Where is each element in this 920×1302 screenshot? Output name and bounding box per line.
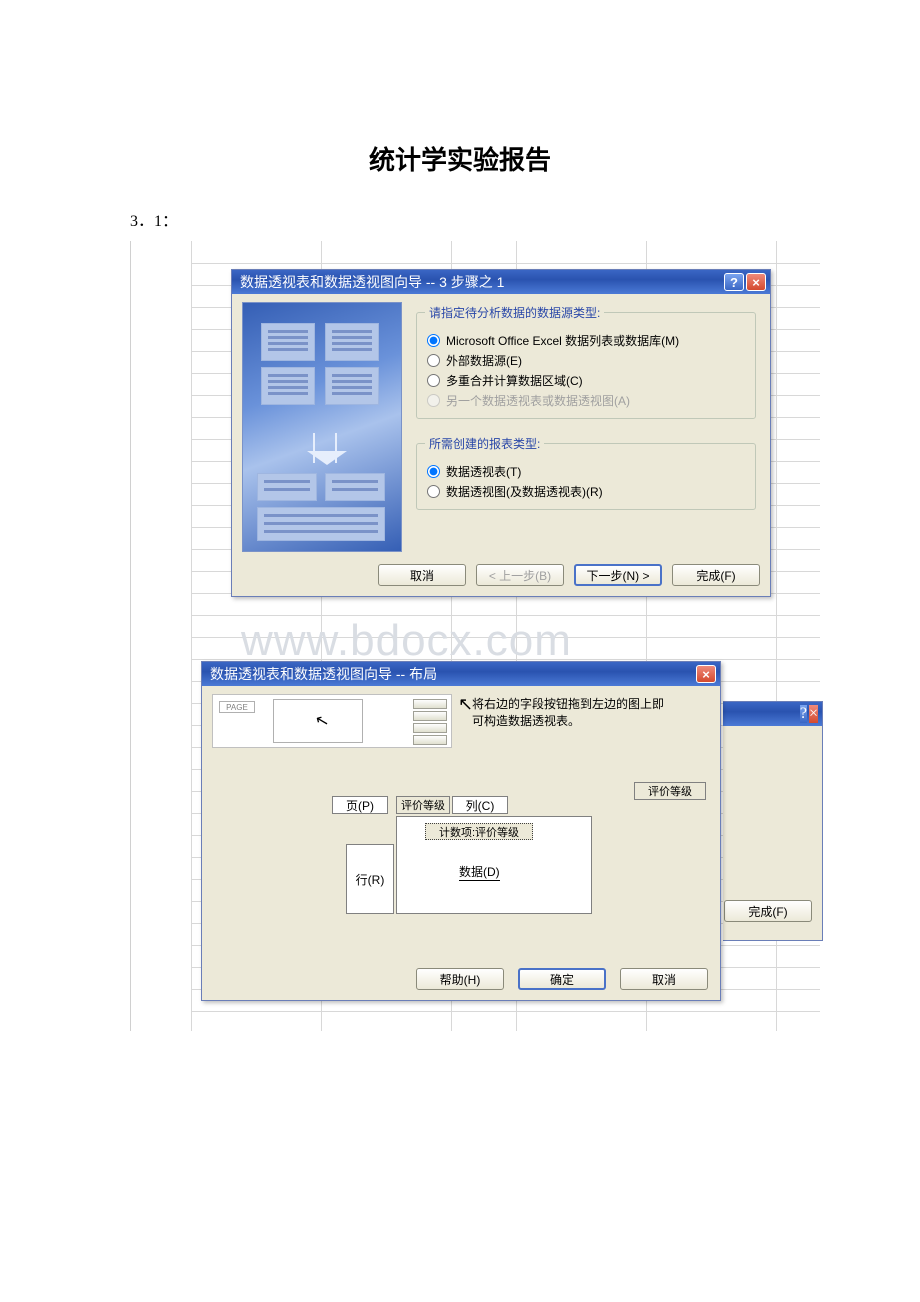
column-drop-label[interactable]: 列(C)	[452, 796, 508, 814]
radio-consolidation[interactable]: 多重合并计算数据区域(C)	[427, 372, 745, 389]
close-icon[interactable]: ×	[696, 665, 716, 683]
wizard-decorative-graphic	[242, 302, 402, 552]
wizard-button-row: 取消 < 上一步(B) 下一步(N) > 完成(F)	[232, 558, 770, 596]
pivot-wizard-layout-dialog: 数据透视表和数据透视图向导 -- 布局 × PAGE ↖ 将右边的字段按钮拖到左…	[201, 661, 721, 1001]
radio-label: 数据透视图(及数据透视表)(R)	[446, 483, 603, 500]
help-button[interactable]: 帮助(H)	[416, 968, 504, 990]
dialog-titlebar[interactable]: 数据透视表和数据透视图向导 -- 3 步骤之 1 ? ×	[232, 270, 770, 294]
help-icon[interactable]: ?	[724, 273, 744, 291]
back-button: < 上一步(B)	[476, 564, 564, 586]
pivot-wizard-step1-dialog: 数据透视表和数据透视图向导 -- 3 步骤之 1 ? ×	[231, 269, 771, 597]
section-label: 3．1：	[0, 207, 920, 231]
watermark-text: www.bdocx.com	[241, 616, 572, 666]
data-field-chip[interactable]: 计数项:评价等级	[425, 823, 533, 840]
radio-label: 多重合并计算数据区域(C)	[446, 372, 583, 389]
spreadsheet-area: 数据透视表和数据透视图向导 -- 3 步骤之 1 ? ×	[130, 241, 820, 1031]
group-legend: 所需创建的报表类型:	[425, 435, 544, 452]
radio-pivot-chart[interactable]: 数据透视图(及数据透视表)(R)	[427, 483, 745, 500]
row-drop-label[interactable]: 行(R)	[346, 844, 394, 914]
radio-label: Microsoft Office Excel 数据列表或数据库(M)	[446, 332, 679, 349]
radio-input[interactable]	[427, 354, 440, 367]
dialog-title: 数据透视表和数据透视图向导 -- 3 步骤之 1	[240, 272, 722, 292]
radio-input[interactable]	[427, 465, 440, 478]
background-dialog-partial: ? × 完成(F)	[723, 701, 823, 941]
radio-label: 数据透视表(T)	[446, 463, 521, 480]
radio-pivot-table[interactable]: 数据透视表(T)	[427, 463, 745, 480]
layout-drop-grid: 页(P) 评价等级 列(C) 行(R) 计数项:评价等级 数据(D)	[312, 796, 602, 926]
radio-input	[427, 394, 440, 407]
finish-button[interactable]: 完成(F)	[724, 900, 812, 922]
next-button[interactable]: 下一步(N) >	[574, 564, 662, 586]
mini-page: PAGE	[219, 701, 255, 713]
radio-label: 外部数据源(E)	[446, 352, 522, 369]
layout-button-row: 帮助(H) 确定 取消	[416, 968, 708, 990]
cursor-icon: ↖	[458, 694, 473, 715]
dialog-titlebar[interactable]: 数据透视表和数据透视图向导 -- 布局 ×	[202, 662, 720, 686]
radio-label: 另一个数据透视表或数据透视图(A)	[446, 392, 630, 409]
close-icon[interactable]: ×	[746, 273, 766, 291]
close-icon[interactable]: ×	[809, 705, 818, 723]
ok-button[interactable]: 确定	[518, 968, 606, 990]
group-legend: 请指定待分析数据的数据源类型:	[425, 304, 604, 321]
page-drop-label[interactable]: 页(P)	[332, 796, 388, 814]
layout-instruction: 将右边的字段按钮拖到左边的图上即可构造数据透视表。	[472, 696, 672, 730]
mini-fields	[413, 699, 447, 747]
radio-input[interactable]	[427, 334, 440, 347]
report-type-group: 所需创建的报表类型: 数据透视表(T) 数据透视图(及数据透视表)(R)	[416, 435, 756, 510]
data-drop-area[interactable]: 计数项:评价等级 数据(D)	[396, 816, 592, 914]
radio-input[interactable]	[427, 485, 440, 498]
help-icon[interactable]: ?	[800, 705, 807, 723]
radio-excel-list[interactable]: Microsoft Office Excel 数据列表或数据库(M)	[427, 332, 745, 349]
cancel-button[interactable]: 取消	[378, 564, 466, 586]
field-button-rating[interactable]: 评价等级	[634, 782, 706, 800]
data-drop-label: 数据(D)	[459, 863, 500, 881]
radio-another-pivot: 另一个数据透视表或数据透视图(A)	[427, 392, 745, 409]
radio-input[interactable]	[427, 374, 440, 387]
column-field-chip[interactable]: 评价等级	[396, 796, 450, 814]
dialog-title: 数据透视表和数据透视图向导 -- 布局	[210, 664, 694, 684]
radio-external[interactable]: 外部数据源(E)	[427, 352, 745, 369]
finish-button[interactable]: 完成(F)	[672, 564, 760, 586]
layout-mini-preview: PAGE	[212, 694, 452, 748]
cancel-button[interactable]: 取消	[620, 968, 708, 990]
data-source-group: 请指定待分析数据的数据源类型: Microsoft Office Excel 数…	[416, 304, 756, 419]
page-title: 统计学实验报告	[0, 0, 920, 207]
